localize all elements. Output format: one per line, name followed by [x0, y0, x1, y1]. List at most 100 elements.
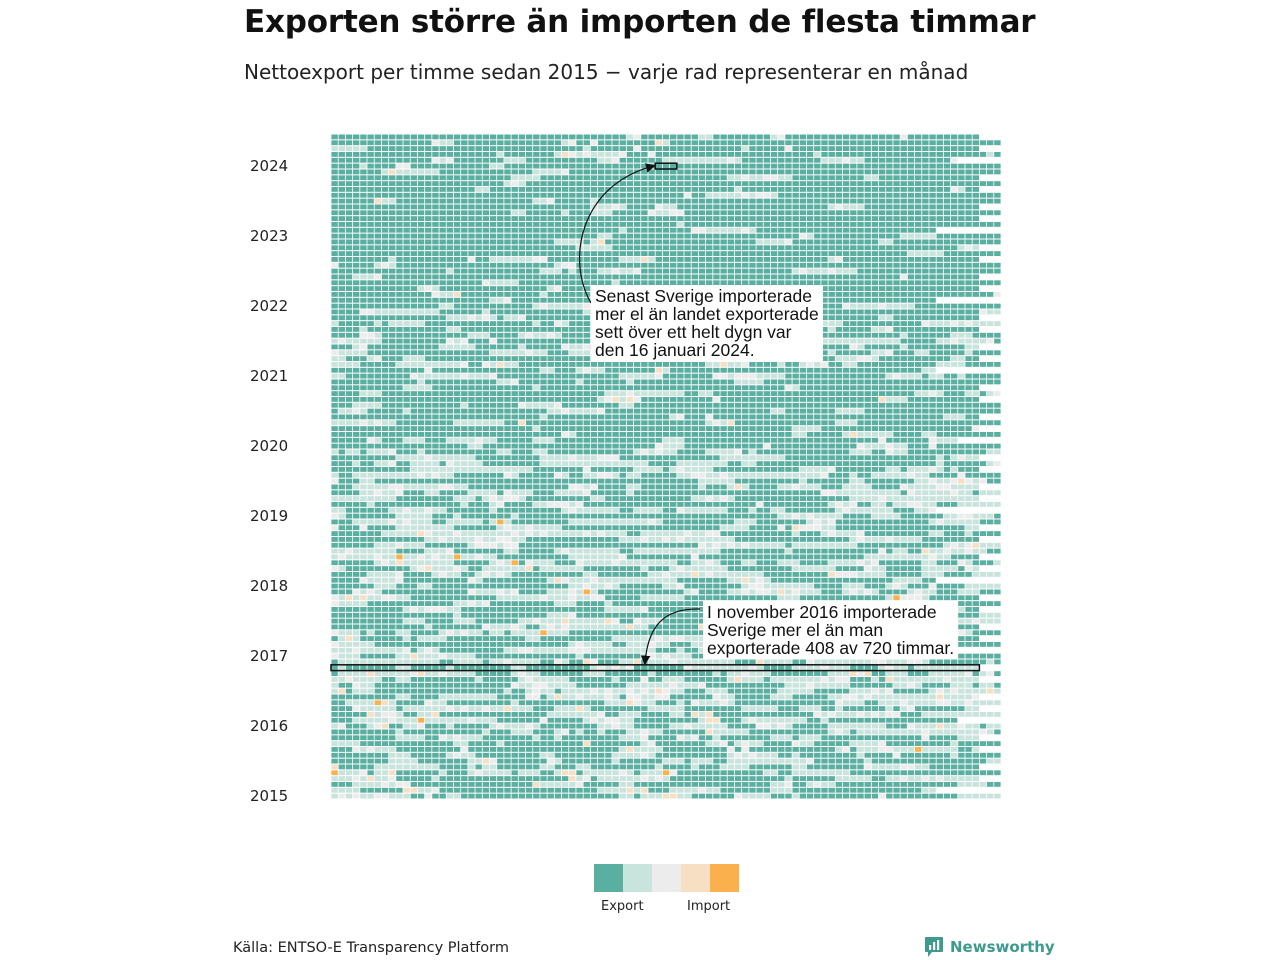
heatmap-cell	[770, 513, 778, 519]
heatmap-cell	[914, 659, 922, 665]
heatmap-cell	[734, 554, 742, 560]
heatmap-cell	[547, 659, 554, 665]
heatmap-cell	[497, 531, 504, 536]
heatmap-cell	[619, 741, 626, 746]
heatmap-cell	[857, 484, 864, 490]
heatmap-cell	[900, 531, 907, 536]
heatmap-cell	[367, 752, 374, 758]
heatmap-cell	[417, 595, 425, 601]
heatmap-cell	[799, 665, 807, 671]
heatmap-cell	[734, 735, 742, 741]
heatmap-cell	[778, 688, 785, 694]
heatmap-cell	[886, 548, 893, 554]
heatmap-cell	[554, 688, 562, 694]
heatmap-cell	[547, 630, 554, 636]
heatmap-cell	[742, 776, 749, 781]
heatmap-cell	[583, 747, 590, 752]
heatmap-cell	[698, 636, 706, 641]
heatmap-cell	[605, 636, 612, 641]
heatmap-cell	[331, 677, 338, 682]
heatmap-cell	[972, 566, 979, 571]
heatmap-cell	[778, 554, 785, 560]
heatmap-cell	[374, 682, 382, 688]
heatmap-cell	[828, 706, 835, 711]
heatmap-cell	[763, 747, 771, 752]
heatmap-cell	[554, 572, 562, 577]
heatmap-cell	[446, 577, 454, 583]
heatmap-cell	[338, 525, 345, 531]
heatmap-cell	[374, 595, 382, 601]
heatmap-cell	[900, 752, 907, 758]
heatmap-cell	[583, 589, 590, 595]
heatmap-cell	[410, 554, 418, 560]
heatmap-cell	[583, 484, 590, 490]
heatmap-cell	[583, 793, 590, 799]
heatmap-cell	[569, 677, 576, 682]
heatmap-cell	[986, 671, 994, 676]
heatmap-cell	[691, 677, 699, 682]
heatmap-cell	[958, 682, 965, 688]
heatmap-cell	[345, 659, 353, 665]
heatmap-cell	[540, 502, 547, 507]
heatmap-cell	[410, 537, 418, 542]
heatmap-cell	[597, 624, 605, 630]
heatmap-cell	[734, 793, 742, 799]
heatmap-cell	[381, 706, 389, 711]
heatmap-cell	[468, 542, 475, 548]
heatmap-cell	[497, 484, 504, 490]
heatmap-cell	[432, 531, 439, 536]
heatmap-cell	[353, 496, 360, 501]
heatmap-cell	[713, 560, 720, 566]
heatmap-cell	[360, 595, 367, 601]
heatmap-cell	[612, 478, 619, 484]
heatmap-cell	[842, 484, 850, 490]
heatmap-cell	[583, 653, 590, 659]
heatmap-cell	[785, 577, 792, 583]
heatmap-cell	[489, 537, 497, 542]
heatmap-cell	[446, 595, 454, 601]
heatmap-cell	[785, 717, 792, 723]
heatmap-cell	[338, 496, 345, 501]
heatmap-cell	[569, 513, 576, 519]
heatmap-cell	[684, 478, 691, 484]
heatmap-cell	[554, 601, 562, 606]
heatmap-cell	[576, 735, 583, 741]
heatmap-cell	[432, 752, 439, 758]
heatmap-cell	[943, 566, 951, 571]
heatmap-cell	[338, 752, 345, 758]
heatmap-cell	[864, 583, 871, 589]
heatmap-cell	[972, 630, 979, 636]
heatmap-cell	[684, 647, 691, 653]
heatmap-cell	[835, 671, 843, 676]
heatmap-cell	[864, 776, 871, 781]
heatmap-cell	[785, 735, 792, 741]
heatmap-cell	[662, 782, 670, 787]
heatmap-cell	[727, 537, 735, 542]
heatmap-cell	[561, 688, 569, 694]
heatmap-cell	[770, 741, 778, 746]
heatmap-cell	[446, 525, 454, 531]
heatmap-cell	[540, 741, 547, 746]
heatmap-cell	[612, 642, 619, 647]
heatmap-cell	[713, 712, 720, 717]
heatmap-cell	[756, 735, 763, 741]
heatmap-cell	[720, 496, 727, 501]
heatmap-cell	[734, 496, 742, 501]
heatmap-cell	[569, 496, 576, 501]
heatmap-cell	[425, 729, 432, 735]
heatmap-cell	[698, 589, 706, 595]
heatmap-cell	[525, 507, 533, 513]
heatmap-cell	[432, 665, 439, 671]
heatmap-cell	[842, 741, 850, 746]
heatmap-cell	[778, 758, 785, 764]
heatmap-cell	[569, 560, 576, 566]
heatmap-cell	[792, 758, 799, 764]
heatmap-cell	[612, 758, 619, 764]
heatmap-cell	[914, 700, 922, 706]
heatmap-cell	[670, 507, 677, 513]
heatmap-cell	[641, 595, 648, 601]
heatmap-cell	[670, 741, 677, 746]
heatmap-cell	[511, 770, 518, 776]
heatmap-cell	[338, 682, 345, 688]
heatmap-cell	[331, 513, 338, 519]
